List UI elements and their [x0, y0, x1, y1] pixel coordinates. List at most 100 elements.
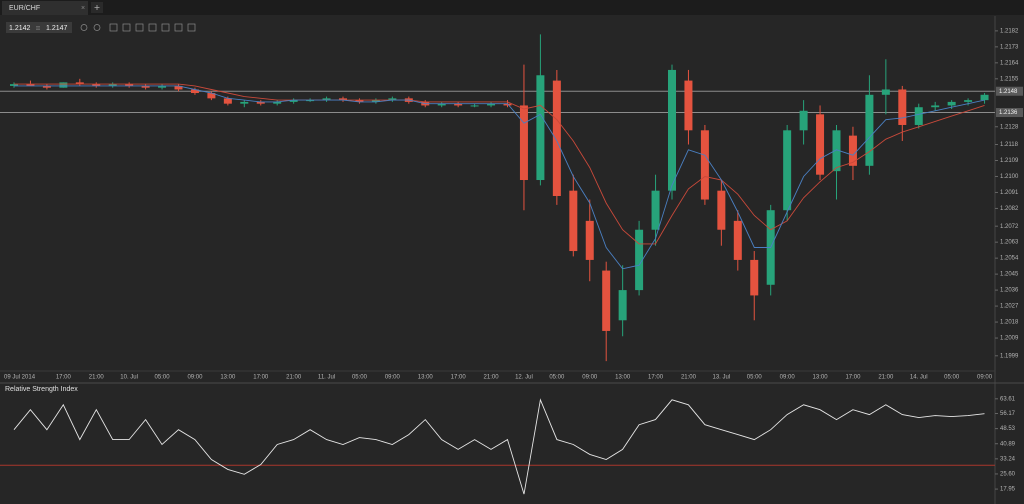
candle-body: [618, 290, 627, 321]
candle-body: [898, 89, 907, 125]
level-label: 1.2148: [999, 89, 1018, 95]
candle-body: [92, 84, 101, 86]
candle-body: [947, 101, 956, 106]
level-label-box: [996, 108, 1023, 118]
candle-body: [454, 103, 463, 106]
bar-button[interactable]: [122, 23, 131, 32]
candle-body: [717, 190, 726, 230]
candle-body: [190, 89, 199, 94]
draw-button[interactable]: [187, 23, 196, 32]
x-tick-label: 14. Jul: [910, 375, 928, 381]
rsi-line: [13, 398, 985, 495]
y-tick-label: 1.2072: [1000, 224, 1019, 230]
y-tick-label: 48.53: [1000, 426, 1016, 432]
y-tick-label: 63.61: [1000, 396, 1016, 402]
y-tick-label: 1.2091: [1000, 190, 1019, 196]
save-button[interactable]: [174, 23, 183, 32]
candle-body: [470, 105, 479, 107]
x-tick-label: 09:00: [780, 375, 796, 381]
x-tick-label: 05:00: [549, 375, 565, 381]
template-button[interactable]: [161, 23, 170, 32]
y-tick-label: 1.2063: [1000, 240, 1019, 246]
candle-body: [635, 229, 644, 291]
x-tick-label: 21:00: [484, 375, 500, 381]
x-tick-label: 17:00: [451, 375, 467, 381]
candle-body: [914, 107, 923, 125]
x-tick-label: 13:00: [220, 375, 236, 381]
y-tick-label: 1.2128: [1000, 124, 1019, 130]
y-tick-label: 1.1999: [1000, 353, 1019, 359]
x-tick-label: 05:00: [944, 375, 960, 381]
tab-close[interactable]: ×: [81, 5, 85, 12]
y-tick-label: 17.95: [1000, 487, 1016, 493]
x-tick-label: 13:00: [813, 375, 829, 381]
candle-body: [733, 220, 742, 260]
candle-body: [519, 105, 528, 181]
candle-body: [322, 98, 331, 101]
y-tick-label: 1.2182: [1000, 28, 1019, 34]
candle-body: [816, 114, 825, 175]
tab-title[interactable]: EUR/CHF: [9, 5, 40, 12]
ask-price: 1.2147: [46, 25, 68, 32]
candle-body: [174, 85, 183, 90]
y-tick-label: 1.2173: [1000, 44, 1019, 50]
indicator-button[interactable]: [148, 23, 157, 32]
moving-average-line: [14, 83, 985, 245]
spread-icon: [36, 26, 40, 30]
x-tick-label: 09 Jul 2014: [4, 375, 36, 381]
y-tick-label: 1.2045: [1000, 272, 1019, 278]
candle-body: [569, 190, 578, 252]
chart-type-button[interactable]: [109, 23, 118, 32]
candle-body: [503, 103, 512, 106]
candle-body: [832, 130, 841, 172]
moving-average-line: [14, 85, 985, 270]
x-tick-label: 21:00: [286, 375, 302, 381]
x-tick-label: 09:00: [582, 375, 598, 381]
candle-body: [125, 84, 134, 86]
candle-body: [240, 101, 249, 104]
candle-body: [339, 98, 347, 101]
candle-body: [223, 98, 232, 104]
x-tick-label: 13:00: [615, 375, 631, 381]
x-tick-label: 13. Jul: [713, 375, 731, 381]
y-tick-label: 40.89: [1000, 441, 1016, 447]
zoom-in-button[interactable]: [80, 24, 88, 31]
x-tick-label: 12. Jul: [515, 375, 533, 381]
x-tick-label: 05:00: [155, 375, 171, 381]
candle-body: [931, 105, 940, 108]
candle-body: [10, 84, 18, 86]
candle-body: [799, 110, 808, 131]
x-tick-label: 09:00: [385, 375, 401, 381]
candle-body: [668, 69, 676, 191]
indicator-title: Relative Strength Index: [5, 386, 78, 393]
y-tick-label: 1.2118: [1000, 142, 1019, 148]
y-tick-label: 1.2018: [1000, 320, 1019, 326]
toolbar: [80, 23, 196, 32]
zoom-out-button[interactable]: [93, 24, 101, 31]
y-tick-label: 33.24: [1000, 456, 1016, 462]
candle-body: [881, 89, 890, 95]
x-tick-label: 13:00: [418, 375, 434, 381]
y-tick-label: 56.17: [1000, 411, 1016, 417]
x-tick-label: 09:00: [977, 375, 993, 381]
x-tick-label: 21:00: [681, 375, 697, 381]
candle-body: [684, 80, 693, 131]
candle-body: [750, 259, 759, 296]
candle-body: [964, 100, 973, 102]
x-tick-label: 05:00: [352, 375, 368, 381]
x-tick-label: 05:00: [747, 375, 763, 381]
candle-body: [536, 75, 545, 181]
tab[interactable]: [2, 1, 88, 15]
x-tick-label: 17:00: [56, 375, 72, 381]
candle-body: [289, 100, 298, 102]
y-tick-label: 25.60: [1000, 472, 1016, 478]
x-tick-label: 11. Jul: [318, 375, 335, 381]
x-tick-label: 17:00: [648, 375, 664, 381]
candle-body: [700, 130, 709, 200]
y-tick-label: 1.2009: [1000, 336, 1019, 342]
line-button[interactable]: [135, 23, 144, 32]
x-tick-label: 10. Jul: [120, 375, 138, 381]
y-tick-label: 1.2054: [1000, 256, 1019, 262]
